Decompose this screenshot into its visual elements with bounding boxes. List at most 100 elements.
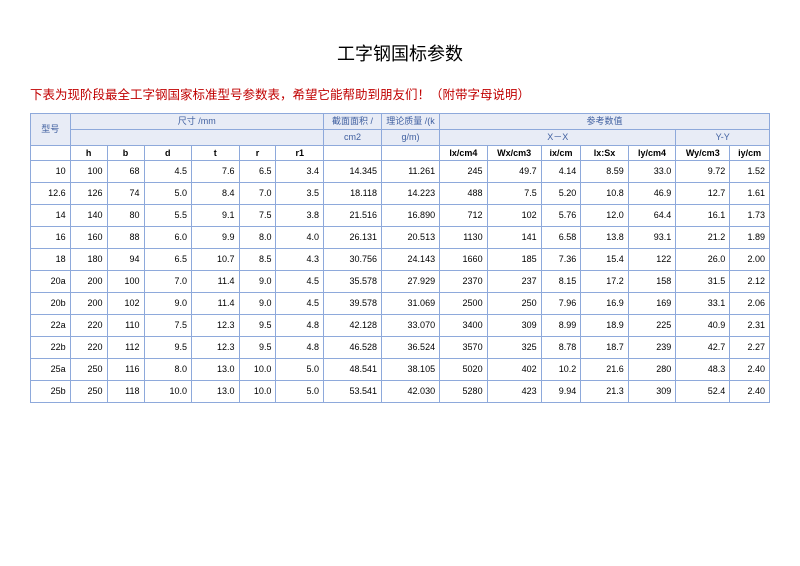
cell-wy: 48.3 — [676, 359, 730, 381]
cell-mass: 31.069 — [382, 293, 440, 315]
cell-area: 18.118 — [323, 183, 381, 205]
table-row: 20a2001007.011.49.04.535.57827.929237023… — [31, 271, 770, 293]
cell-ly: 280 — [628, 359, 676, 381]
cell-h: 180 — [70, 249, 107, 271]
cell-lx: 488 — [440, 183, 488, 205]
cell-m: 16 — [31, 227, 71, 249]
hdr-wxcm3: Wx/cm3 — [487, 145, 541, 161]
cell-t: 11.4 — [192, 293, 240, 315]
cell-t: 7.6 — [192, 161, 240, 183]
cell-lxsx: 8.59 — [581, 161, 629, 183]
cell-wy: 26.0 — [676, 249, 730, 271]
table-row: 10100684.57.66.53.414.34511.26124549.74.… — [31, 161, 770, 183]
cell-lx: 1130 — [440, 227, 488, 249]
cell-area: 48.541 — [323, 359, 381, 381]
cell-area: 26.131 — [323, 227, 381, 249]
cell-r1: 4.8 — [276, 337, 324, 359]
cell-ly: 122 — [628, 249, 676, 271]
cell-r: 9.5 — [239, 337, 276, 359]
hdr-blank — [31, 145, 71, 161]
cell-area: 39.578 — [323, 293, 381, 315]
cell-iy: 2.40 — [730, 359, 770, 381]
cell-b: 80 — [107, 205, 144, 227]
table-row: 22b2201129.512.39.54.846.52836.524357032… — [31, 337, 770, 359]
cell-lxsx: 21.3 — [581, 381, 629, 403]
cell-r1: 5.0 — [276, 381, 324, 403]
cell-h: 160 — [70, 227, 107, 249]
hdr-yy: Y-Y — [676, 129, 770, 145]
hdr-ixcm: ix/cm — [541, 145, 581, 161]
cell-t: 13.0 — [192, 381, 240, 403]
cell-m: 25a — [31, 359, 71, 381]
table-row: 25b25011810.013.010.05.053.54142.0305280… — [31, 381, 770, 403]
cell-ly: 33.0 — [628, 161, 676, 183]
cell-iy: 2.06 — [730, 293, 770, 315]
cell-m: 18 — [31, 249, 71, 271]
cell-ly: 309 — [628, 381, 676, 403]
cell-d: 9.5 — [144, 337, 192, 359]
cell-r: 7.0 — [239, 183, 276, 205]
cell-mass: 20.513 — [382, 227, 440, 249]
cell-b: 112 — [107, 337, 144, 359]
cell-m: 20a — [31, 271, 71, 293]
cell-h: 100 — [70, 161, 107, 183]
cell-h: 200 — [70, 293, 107, 315]
cell-ix: 7.36 — [541, 249, 581, 271]
cell-lxsx: 18.9 — [581, 315, 629, 337]
cell-m: 12.6 — [31, 183, 71, 205]
cell-m: 20b — [31, 293, 71, 315]
cell-lxsx: 15.4 — [581, 249, 629, 271]
cell-r1: 3.4 — [276, 161, 324, 183]
hdr-ref: 参考数值 — [440, 114, 770, 130]
cell-wx: 423 — [487, 381, 541, 403]
hdr-mass3 — [382, 145, 440, 161]
cell-area: 30.756 — [323, 249, 381, 271]
cell-ly: 169 — [628, 293, 676, 315]
hdr-wycm3: Wy/cm3 — [676, 145, 730, 161]
cell-d: 6.5 — [144, 249, 192, 271]
cell-b: 88 — [107, 227, 144, 249]
hdr-t: t — [192, 145, 240, 161]
hdr-h: h — [70, 145, 107, 161]
cell-mass: 16.890 — [382, 205, 440, 227]
cell-area: 53.541 — [323, 381, 381, 403]
cell-mass: 27.929 — [382, 271, 440, 293]
cell-lxsx: 13.8 — [581, 227, 629, 249]
cell-r: 9.0 — [239, 293, 276, 315]
page-title: 工字钢国标参数 — [30, 40, 770, 66]
cell-t: 9.9 — [192, 227, 240, 249]
cell-area: 14.345 — [323, 161, 381, 183]
cell-h: 126 — [70, 183, 107, 205]
cell-t: 8.4 — [192, 183, 240, 205]
cell-r1: 5.0 — [276, 359, 324, 381]
cell-lx: 3570 — [440, 337, 488, 359]
hdr-mass: 理论质量 /(k — [382, 114, 440, 130]
cell-wx: 7.5 — [487, 183, 541, 205]
cell-mass: 24.143 — [382, 249, 440, 271]
cell-lxsx: 17.2 — [581, 271, 629, 293]
cell-wy: 12.7 — [676, 183, 730, 205]
cell-d: 10.0 — [144, 381, 192, 403]
cell-wy: 16.1 — [676, 205, 730, 227]
cell-d: 4.5 — [144, 161, 192, 183]
cell-b: 116 — [107, 359, 144, 381]
hdr-area3 — [323, 145, 381, 161]
table-row: 22a2201107.512.39.54.842.12833.070340030… — [31, 315, 770, 337]
cell-wy: 31.5 — [676, 271, 730, 293]
cell-ix: 8.99 — [541, 315, 581, 337]
cell-r: 8.5 — [239, 249, 276, 271]
hdr-d: d — [144, 145, 192, 161]
cell-r1: 3.8 — [276, 205, 324, 227]
cell-m: 25b — [31, 381, 71, 403]
hdr-dim-blank — [70, 129, 323, 145]
cell-ix: 9.94 — [541, 381, 581, 403]
cell-wy: 21.2 — [676, 227, 730, 249]
table-row: 14140805.59.17.53.821.51616.8907121025.7… — [31, 205, 770, 227]
cell-wy: 33.1 — [676, 293, 730, 315]
cell-wx: 325 — [487, 337, 541, 359]
cell-ix: 10.2 — [541, 359, 581, 381]
cell-b: 118 — [107, 381, 144, 403]
cell-iy: 1.73 — [730, 205, 770, 227]
cell-m: 14 — [31, 205, 71, 227]
cell-wy: 52.4 — [676, 381, 730, 403]
